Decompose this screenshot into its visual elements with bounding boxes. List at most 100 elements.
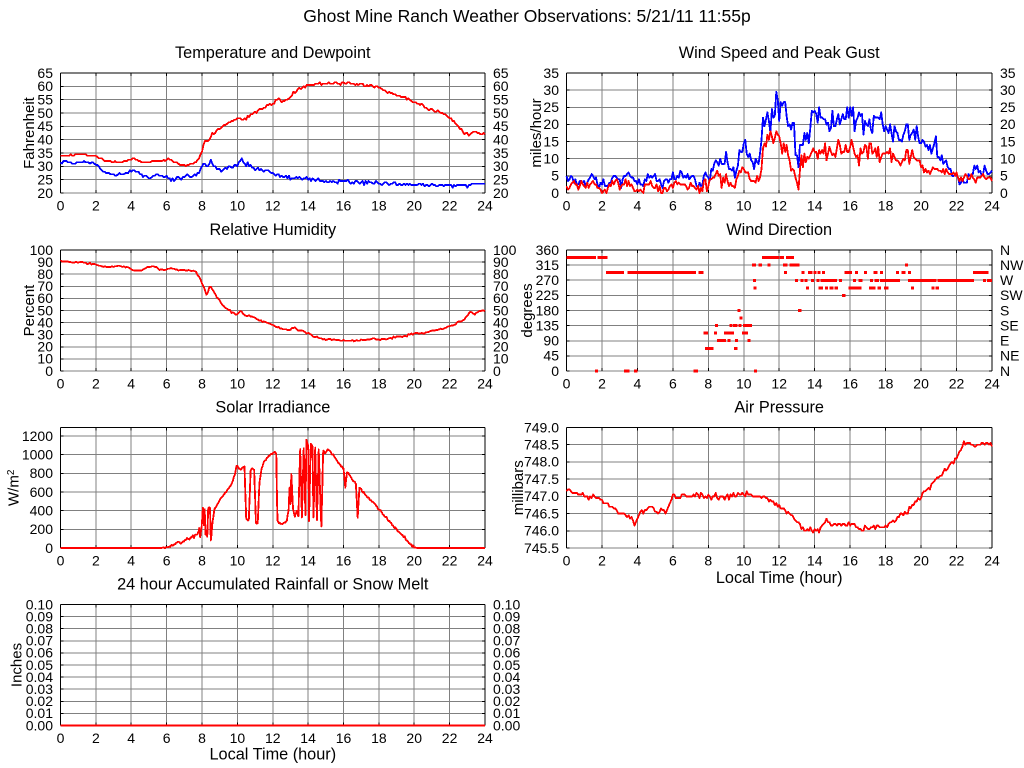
svg-text:30: 30 bbox=[1000, 82, 1016, 98]
svg-text:20: 20 bbox=[406, 553, 422, 569]
svg-text:10: 10 bbox=[230, 553, 246, 569]
svg-text:16: 16 bbox=[336, 553, 352, 569]
svg-text:50: 50 bbox=[493, 302, 509, 318]
svg-text:10: 10 bbox=[1000, 151, 1016, 167]
svg-text:40: 40 bbox=[37, 314, 53, 330]
svg-text:18: 18 bbox=[371, 553, 387, 569]
svg-text:24: 24 bbox=[477, 553, 493, 569]
svg-text:6: 6 bbox=[669, 553, 677, 569]
svg-text:0: 0 bbox=[1000, 185, 1008, 201]
svg-text:22: 22 bbox=[949, 198, 965, 214]
svg-text:14: 14 bbox=[300, 376, 316, 392]
svg-text:749.0: 749.0 bbox=[524, 419, 559, 435]
svg-text:18: 18 bbox=[371, 198, 387, 214]
svg-text:0.08: 0.08 bbox=[26, 621, 53, 637]
svg-text:Wind Speed and Peak Gust: Wind Speed and Peak Gust bbox=[679, 44, 880, 62]
svg-text:0: 0 bbox=[45, 363, 53, 379]
svg-text:0.09: 0.09 bbox=[493, 608, 520, 624]
svg-text:Wind Direction: Wind Direction bbox=[726, 221, 832, 239]
svg-text:12: 12 bbox=[265, 198, 281, 214]
svg-text:15: 15 bbox=[543, 133, 559, 149]
svg-text:60: 60 bbox=[37, 290, 53, 306]
svg-text:W/m2: W/m2 bbox=[6, 469, 23, 506]
svg-text:22: 22 bbox=[949, 376, 965, 392]
svg-text:100: 100 bbox=[30, 242, 54, 258]
svg-text:0.07: 0.07 bbox=[493, 633, 520, 649]
svg-text:20: 20 bbox=[543, 116, 559, 132]
svg-text:14: 14 bbox=[807, 553, 823, 569]
svg-text:8: 8 bbox=[198, 198, 206, 214]
svg-text:0: 0 bbox=[45, 540, 53, 556]
svg-text:35: 35 bbox=[493, 145, 509, 161]
svg-text:30: 30 bbox=[493, 158, 509, 174]
svg-text:70: 70 bbox=[37, 278, 53, 294]
svg-text:0.06: 0.06 bbox=[493, 645, 520, 661]
svg-text:55: 55 bbox=[37, 92, 53, 108]
svg-text:135: 135 bbox=[536, 317, 560, 333]
svg-text:6: 6 bbox=[163, 376, 171, 392]
svg-text:70: 70 bbox=[493, 278, 509, 294]
svg-text:N: N bbox=[1000, 242, 1010, 258]
svg-text:0: 0 bbox=[563, 553, 571, 569]
svg-text:NW: NW bbox=[1000, 257, 1024, 273]
svg-text:25: 25 bbox=[1000, 99, 1016, 115]
svg-text:0: 0 bbox=[551, 363, 559, 379]
svg-text:8: 8 bbox=[198, 553, 206, 569]
svg-text:6: 6 bbox=[669, 376, 677, 392]
svg-text:Fahrenheit: Fahrenheit bbox=[21, 96, 38, 169]
svg-text:6: 6 bbox=[669, 198, 677, 214]
svg-text:50: 50 bbox=[493, 105, 509, 121]
svg-text:4: 4 bbox=[634, 553, 642, 569]
svg-text:200: 200 bbox=[30, 521, 54, 537]
svg-text:Relative Humidity: Relative Humidity bbox=[209, 221, 337, 239]
svg-text:S: S bbox=[1000, 302, 1009, 318]
svg-text:15: 15 bbox=[1000, 133, 1016, 149]
svg-text:20: 20 bbox=[406, 730, 422, 746]
svg-text:20: 20 bbox=[37, 339, 53, 355]
svg-text:12: 12 bbox=[265, 376, 281, 392]
svg-text:35: 35 bbox=[543, 65, 559, 81]
svg-text:4: 4 bbox=[127, 376, 135, 392]
svg-text:748.5: 748.5 bbox=[524, 437, 559, 453]
svg-text:20: 20 bbox=[913, 376, 929, 392]
svg-text:12: 12 bbox=[265, 553, 281, 569]
svg-text:25: 25 bbox=[543, 99, 559, 115]
svg-text:747.0: 747.0 bbox=[524, 488, 559, 504]
svg-text:Local Time (hour): Local Time (hour) bbox=[716, 569, 843, 587]
svg-text:0.05: 0.05 bbox=[493, 657, 520, 673]
svg-text:14: 14 bbox=[807, 198, 823, 214]
svg-text:0.02: 0.02 bbox=[26, 693, 53, 709]
svg-text:40: 40 bbox=[493, 314, 509, 330]
svg-text:Solar Irradiance: Solar Irradiance bbox=[215, 399, 330, 417]
svg-text:22: 22 bbox=[442, 553, 458, 569]
svg-text:14: 14 bbox=[300, 730, 316, 746]
svg-text:0: 0 bbox=[57, 198, 65, 214]
svg-text:N: N bbox=[1000, 363, 1010, 379]
svg-text:degrees: degrees bbox=[519, 283, 536, 337]
svg-text:24: 24 bbox=[984, 553, 1000, 569]
svg-text:0.03: 0.03 bbox=[26, 681, 53, 697]
svg-text:45: 45 bbox=[37, 118, 53, 134]
svg-text:24: 24 bbox=[477, 198, 493, 214]
svg-text:0.06: 0.06 bbox=[26, 645, 53, 661]
svg-text:Local Time (hour): Local Time (hour) bbox=[209, 746, 336, 764]
svg-text:12: 12 bbox=[771, 553, 787, 569]
svg-text:0.05: 0.05 bbox=[26, 657, 53, 673]
svg-text:20: 20 bbox=[1000, 116, 1016, 132]
svg-text:745.5: 745.5 bbox=[524, 540, 559, 556]
svg-text:24: 24 bbox=[477, 376, 493, 392]
svg-text:20: 20 bbox=[493, 339, 509, 355]
svg-text:2: 2 bbox=[92, 376, 100, 392]
svg-text:NE: NE bbox=[1000, 348, 1019, 364]
svg-text:65: 65 bbox=[493, 65, 509, 81]
svg-text:14: 14 bbox=[300, 198, 316, 214]
svg-text:Percent: Percent bbox=[21, 284, 38, 337]
svg-text:10: 10 bbox=[230, 730, 246, 746]
svg-text:0.03: 0.03 bbox=[493, 681, 520, 697]
svg-text:2: 2 bbox=[92, 198, 100, 214]
svg-text:2: 2 bbox=[92, 553, 100, 569]
svg-text:50: 50 bbox=[37, 302, 53, 318]
svg-text:18: 18 bbox=[878, 198, 894, 214]
svg-text:18: 18 bbox=[878, 553, 894, 569]
svg-text:0: 0 bbox=[57, 553, 65, 569]
